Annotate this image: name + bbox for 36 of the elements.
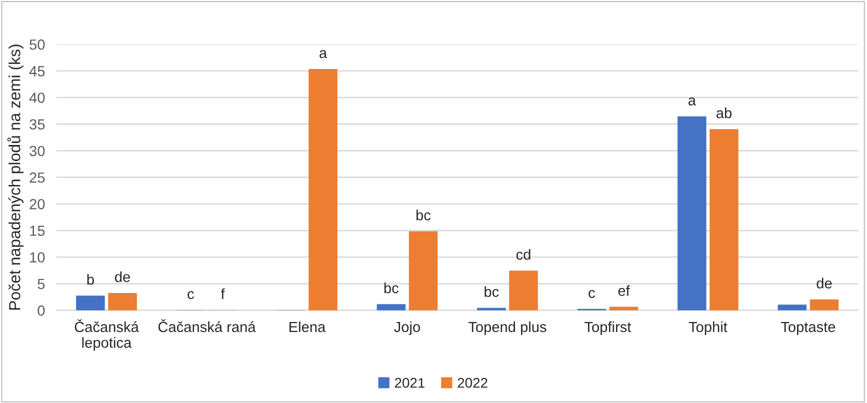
data-label: ef bbox=[618, 285, 630, 296]
data-label: a bbox=[688, 97, 696, 106]
data-label: ab bbox=[716, 108, 732, 118]
y-tick-label: 50 bbox=[30, 39, 45, 50]
y-tick-label: 0 bbox=[38, 305, 45, 316]
y-axis-title: Počet napadených plodů na zemi (ks) bbox=[7, 44, 24, 310]
legend-label: 2021 bbox=[394, 378, 424, 388]
data-label: de bbox=[816, 278, 832, 288]
x-tick-label: Čačanská raná bbox=[158, 319, 256, 332]
data-label: cd bbox=[516, 249, 530, 260]
data-label: b bbox=[87, 274, 94, 285]
y-tick-label: 10 bbox=[30, 252, 45, 263]
y-tick-label: 25 bbox=[30, 172, 45, 183]
data-label: f bbox=[220, 288, 225, 299]
data-label: c bbox=[188, 291, 194, 300]
y-tick-label: 35 bbox=[30, 119, 45, 130]
y-tick-label: 30 bbox=[30, 146, 45, 156]
y-tick-label: 20 bbox=[30, 199, 45, 210]
x-tick-label: Tophit bbox=[688, 321, 728, 336]
y-tick-label: 40 bbox=[29, 92, 45, 103]
data-label: bc bbox=[384, 282, 398, 294]
legend-label: 2022 bbox=[458, 378, 488, 388]
x-tick-label: Elena bbox=[290, 321, 326, 332]
x-tick-label: Jojo bbox=[394, 321, 420, 336]
y-tick-label: 15 bbox=[30, 226, 45, 236]
x-tick-label: Čačanská lepotica bbox=[74, 319, 139, 351]
data-label: bc bbox=[484, 286, 499, 297]
data-label: a bbox=[320, 50, 328, 58]
y-tick-label: 5 bbox=[38, 278, 45, 290]
x-tick-label: Topend plus bbox=[468, 321, 546, 336]
data-label: c bbox=[588, 290, 595, 298]
data-label: bc bbox=[416, 210, 431, 220]
data-label: de bbox=[115, 271, 130, 282]
y-tick-label: 45 bbox=[29, 66, 45, 76]
x-tick-label: Toptaste bbox=[780, 322, 836, 336]
x-tick-label: Topfirst bbox=[584, 321, 632, 336]
